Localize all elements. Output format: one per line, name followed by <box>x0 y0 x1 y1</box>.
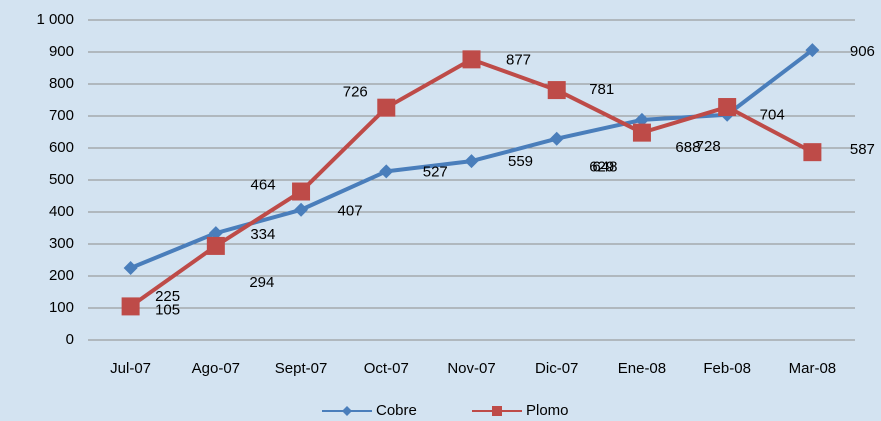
marker <box>379 164 394 179</box>
legend-marker <box>342 406 352 416</box>
y-tick-label: 1 000 <box>36 11 74 28</box>
y-tick-label: 400 <box>49 203 74 220</box>
y-tick-label: 200 <box>49 267 74 284</box>
data-label: 407 <box>338 203 363 220</box>
x-tick-label: Nov-07 <box>447 360 495 377</box>
y-tick-label: 800 <box>49 75 74 92</box>
data-label: 527 <box>423 163 448 180</box>
data-label: 629 <box>589 159 614 176</box>
y-tick-label: 700 <box>49 107 74 124</box>
data-label: 704 <box>760 107 785 124</box>
data-label: 225 <box>155 288 180 305</box>
data-label: 781 <box>589 81 614 98</box>
data-label: 728 <box>696 138 721 155</box>
y-tick-label: 300 <box>49 235 74 252</box>
series-line <box>129 57 814 309</box>
y-tick-label: 500 <box>49 171 74 188</box>
data-label: 334 <box>250 226 275 243</box>
marker <box>803 143 822 162</box>
marker <box>718 98 737 117</box>
data-label: 648 <box>592 159 617 176</box>
data-label: 105 <box>155 301 180 318</box>
y-tick-label: 600 <box>49 139 74 156</box>
data-label: 464 <box>251 176 276 193</box>
data-label: 726 <box>343 84 368 101</box>
marker <box>632 123 651 142</box>
marker <box>121 297 140 316</box>
marker <box>206 236 225 255</box>
y-tick-label: 0 <box>66 331 74 348</box>
marker <box>462 50 481 69</box>
legend-marker <box>492 406 502 416</box>
x-tick-label: Jul-07 <box>110 360 151 377</box>
data-label: 587 <box>850 141 875 158</box>
marker <box>294 202 309 217</box>
data-label: 294 <box>249 274 274 291</box>
marker <box>805 43 820 58</box>
x-tick-label: Mar-08 <box>789 360 837 377</box>
data-label: 688 <box>675 139 700 156</box>
y-tick-label: 900 <box>49 43 74 60</box>
x-tick-label: Ene-08 <box>618 360 666 377</box>
x-tick-label: Ago-07 <box>192 360 240 377</box>
marker <box>464 154 479 169</box>
data-label: 559 <box>508 153 533 170</box>
marker <box>123 261 138 275</box>
marker <box>292 182 311 201</box>
marker <box>549 131 564 146</box>
marker <box>208 226 223 241</box>
data-label: 906 <box>850 43 875 60</box>
legend-label: Plomo <box>526 402 569 419</box>
x-tick-label: Feb-08 <box>703 360 751 377</box>
data-label: 877 <box>506 51 531 68</box>
marker <box>377 98 396 117</box>
marker <box>547 81 566 100</box>
x-tick-label: Sept-07 <box>275 360 328 377</box>
marker <box>634 112 649 127</box>
y-tick-label: 100 <box>49 299 74 316</box>
x-tick-label: Oct-07 <box>364 360 409 377</box>
legend-label: Cobre <box>376 402 417 419</box>
x-tick-label: Dic-07 <box>535 360 578 377</box>
